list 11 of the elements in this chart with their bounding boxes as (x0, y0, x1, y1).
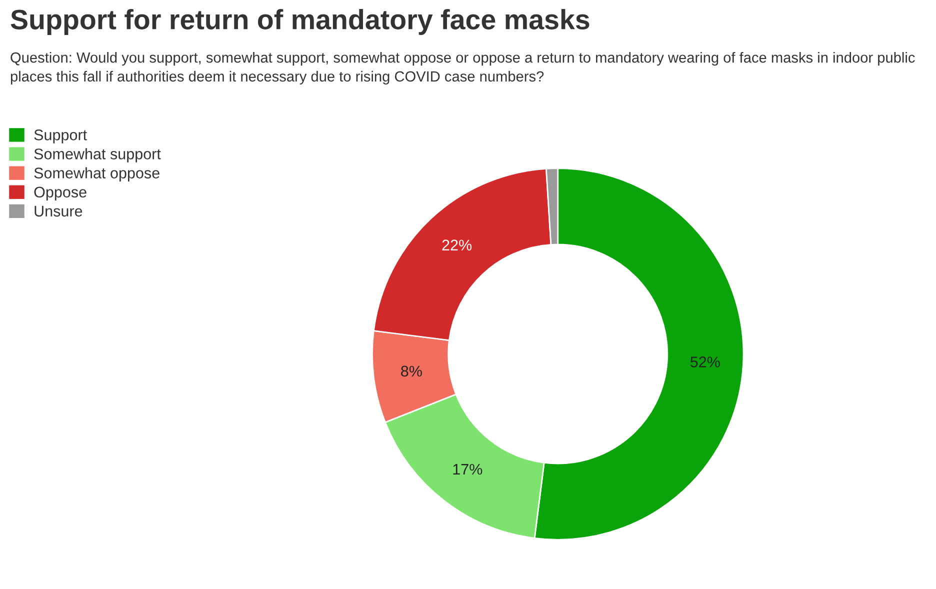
legend-label: Support (34, 130, 87, 144)
legend-label: Unsure (34, 206, 82, 217)
data-label: 8% (401, 366, 422, 377)
legend-label: Somewhat support (34, 148, 161, 162)
data-label: 17% (453, 464, 482, 475)
chart-title: Support for return of mandatory face masks (10, 9, 590, 35)
legend-label: Oppose (34, 186, 86, 201)
legend-label: Somewhat oppose (34, 167, 160, 182)
data-label: 22% (442, 240, 472, 250)
data-label: 52% (690, 356, 720, 368)
chart-subtitle: Question: Would you support, somewhat support, somewhat oppose or oppose a return to mandatory wearing of face masks in indoor public places this fall if authorities deem it necessary due to rising COVID case numbers? (10, 52, 915, 84)
